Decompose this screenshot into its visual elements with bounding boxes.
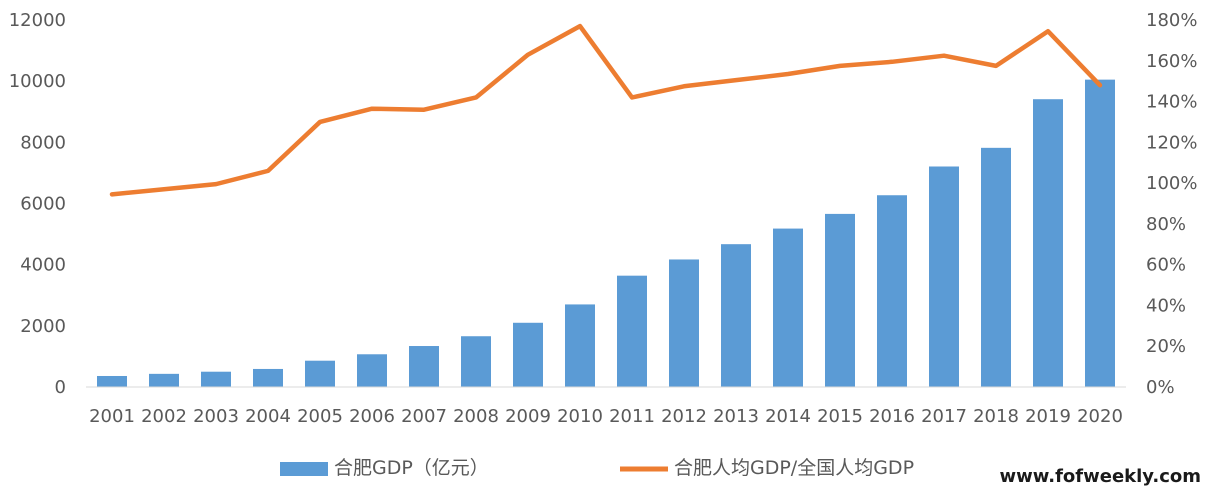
bar bbox=[149, 373, 179, 387]
y-right-tick-label: 40% bbox=[1146, 295, 1186, 316]
y-right-tick-label: 20% bbox=[1146, 336, 1186, 357]
bar bbox=[877, 195, 907, 387]
x-tick-label: 2009 bbox=[505, 406, 551, 427]
bar bbox=[201, 371, 231, 387]
y-left-tick-label: 4000 bbox=[20, 255, 66, 276]
y-left-tick-label: 10000 bbox=[9, 71, 66, 92]
bar bbox=[669, 259, 699, 387]
legend-bar-swatch bbox=[280, 462, 328, 476]
x-tick-label: 2017 bbox=[921, 406, 967, 427]
y-right-tick-label: 120% bbox=[1146, 132, 1197, 153]
y-left-tick-label: 6000 bbox=[20, 194, 66, 215]
bar bbox=[981, 147, 1011, 387]
bar bbox=[721, 244, 751, 387]
legend-bar-label: 合肥GDP（亿元） bbox=[334, 457, 489, 479]
bar bbox=[825, 213, 855, 387]
bar bbox=[357, 354, 387, 387]
y-right-tick-label: 100% bbox=[1146, 173, 1197, 194]
y-left-tick-label: 12000 bbox=[9, 10, 66, 31]
x-tick-label: 2015 bbox=[817, 406, 863, 427]
line-series bbox=[109, 23, 1103, 197]
bar bbox=[565, 304, 595, 387]
x-tick-label: 2002 bbox=[141, 406, 187, 427]
bar bbox=[617, 275, 647, 387]
y-right-tick-label: 140% bbox=[1146, 92, 1197, 113]
bar bbox=[253, 368, 283, 387]
x-tick-label: 2011 bbox=[609, 406, 655, 427]
bar bbox=[513, 322, 543, 387]
x-tick-label: 2014 bbox=[765, 406, 811, 427]
x-tick-label: 2010 bbox=[557, 406, 603, 427]
x-tick-label: 2013 bbox=[713, 406, 759, 427]
legend-line-label: 合肥人均GDP/全国人均GDP bbox=[674, 457, 914, 479]
x-tick-label: 2012 bbox=[661, 406, 707, 427]
y-left-tick-label: 8000 bbox=[20, 132, 66, 153]
bar bbox=[1085, 79, 1115, 387]
x-tick-label: 2004 bbox=[245, 406, 291, 427]
x-tick-label: 2005 bbox=[297, 406, 343, 427]
x-tick-label: 2019 bbox=[1025, 406, 1071, 427]
bar bbox=[1033, 99, 1063, 388]
x-tick-label: 2001 bbox=[89, 406, 135, 427]
y-right-tick-label: 180% bbox=[1146, 10, 1197, 31]
x-tick-label: 2016 bbox=[869, 406, 915, 427]
x-tick-label: 2007 bbox=[401, 406, 447, 427]
y-right-tick-label: 60% bbox=[1146, 255, 1186, 276]
watermark: www.fofweekly.com bbox=[999, 466, 1202, 487]
bar bbox=[773, 228, 803, 387]
x-tick-label: 2018 bbox=[973, 406, 1019, 427]
x-tick-label: 2003 bbox=[193, 406, 239, 427]
bar bbox=[461, 336, 491, 387]
bar bbox=[409, 346, 439, 387]
bar bbox=[97, 375, 127, 387]
y-right-tick-label: 0% bbox=[1146, 377, 1175, 398]
y-right-tick-label: 160% bbox=[1146, 51, 1197, 72]
y-left-tick-label: 2000 bbox=[20, 316, 66, 337]
bar bbox=[305, 360, 335, 387]
bar bbox=[929, 166, 959, 387]
x-tick-label: 2020 bbox=[1077, 406, 1123, 427]
x-tick-label: 2008 bbox=[453, 406, 499, 427]
x-tick-label: 2006 bbox=[349, 406, 395, 427]
y-left-tick-label: 0 bbox=[55, 377, 66, 398]
y-right-tick-label: 80% bbox=[1146, 214, 1186, 235]
